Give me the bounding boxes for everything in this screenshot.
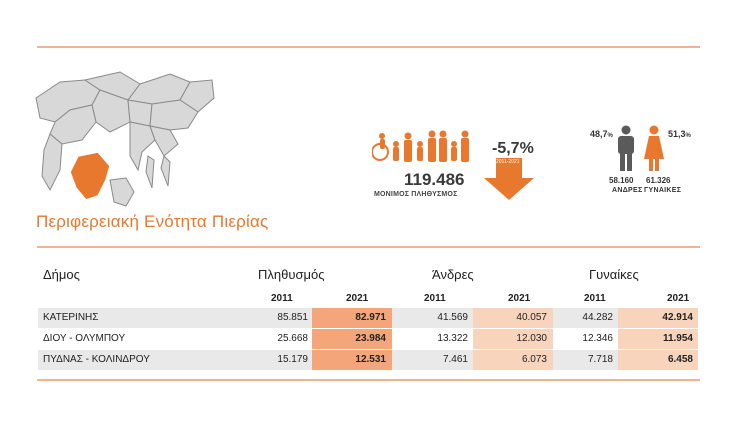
header-population: Πληθυσμός <box>258 267 325 282</box>
region-title: Περιφερειακή Ενότητα Πιερίας <box>36 212 269 231</box>
women-2021: 6.458 <box>667 354 693 365</box>
female-icon <box>644 125 664 171</box>
header-women: Γυναίκες <box>589 267 639 282</box>
population-people-icon <box>372 130 469 162</box>
male-icon <box>618 125 634 171</box>
pieria-highlight <box>69 151 111 201</box>
women-2011: 7.718 <box>587 354 613 365</box>
women-year-2021: 2021 <box>667 293 690 304</box>
pop-2021: 12.531 <box>355 354 386 365</box>
header-municipality: Δήμος <box>43 267 80 282</box>
change-years: 2011-2021 <box>496 159 520 165</box>
population-label: ΜΟΝΙΜΟΣ ΠΛΗΘΥΣΜΟΣ <box>374 191 458 198</box>
table-row: ΠΥΔΝΑΣ - ΚΟΛΙΝΔΡΟΥ 15.179 12.531 7.461 6… <box>38 350 698 370</box>
male-count: 58.160 <box>609 176 634 185</box>
municipality-name: ΚΑΤΕΡΙΝΗΣ <box>43 312 99 323</box>
pop-2021: 23.984 <box>355 333 386 344</box>
men-year-2011: 2011 <box>424 293 446 304</box>
female-percent: 51,3% <box>668 129 691 139</box>
men-2021: 6.073 <box>521 354 547 365</box>
population-change: -5,7% <box>492 140 534 157</box>
women-2011: 12.346 <box>582 333 613 344</box>
female-count: 61.326 <box>646 176 671 185</box>
decrease-arrow-icon <box>484 158 534 200</box>
women-year-2011: 2011 <box>584 293 606 304</box>
municipality-name: ΔΙΟΥ - ΟΛΥΜΠΟΥ <box>43 333 126 344</box>
pop-2021: 82.971 <box>355 312 386 323</box>
population-total: 119.486 <box>404 170 465 189</box>
pop-2011: 85.851 <box>277 312 308 323</box>
women-2021: 42.914 <box>662 312 693 323</box>
region-map <box>35 71 215 207</box>
women-2011: 44.282 <box>582 312 613 323</box>
municipality-name: ΠΥΔΝΑΣ - ΚΟΛΙΝΔΡΟΥ <box>43 354 150 365</box>
men-2011: 13.322 <box>437 333 468 344</box>
table-row: ΚΑΤΕΡΙΝΗΣ 85.851 82.971 41.569 40.057 44… <box>38 308 698 328</box>
pop-2011: 15.179 <box>277 354 308 365</box>
female-label: ΓΥΝΑΙΚΕΣ <box>644 187 682 194</box>
men-2011: 41.569 <box>437 312 468 323</box>
header-men: Άνδρες <box>432 267 474 282</box>
male-percent: 48,7% <box>590 129 613 139</box>
men-year-2021: 2021 <box>508 293 531 304</box>
men-2011: 7.461 <box>442 354 468 365</box>
men-2021: 12.030 <box>516 333 547 344</box>
pop-year-2021: 2021 <box>346 293 369 304</box>
pop-2011: 25.668 <box>277 333 308 344</box>
top-rule <box>37 46 700 48</box>
pop-year-2011: 2011 <box>271 293 293 304</box>
women-2021: 11.954 <box>662 333 693 344</box>
bottom-rule <box>37 379 700 381</box>
male-label: ΑΝΔΡΕΣ <box>612 187 643 194</box>
middle-rule <box>37 246 700 248</box>
table-row: ΔΙΟΥ - ΟΛΥΜΠΟΥ 25.668 23.984 13.322 12.0… <box>38 329 698 349</box>
men-2021: 40.057 <box>516 312 547 323</box>
